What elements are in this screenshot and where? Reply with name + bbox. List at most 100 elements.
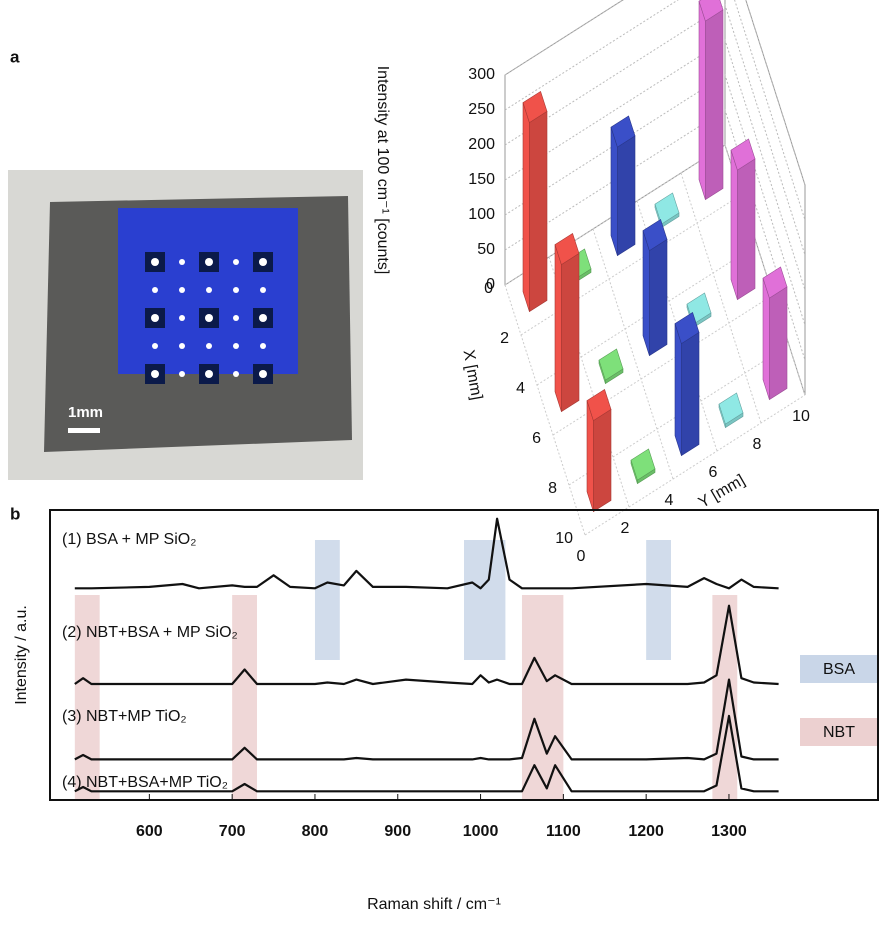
z-tick-label: 300 [468,66,495,83]
panel-label: a [10,47,20,66]
grid-line [584,394,806,536]
spot [205,370,213,378]
bar-top [718,392,744,425]
bar-top [674,311,700,345]
bar-side [698,1,706,200]
grid-line [504,4,806,256]
x-tick-label: 600 [136,823,163,840]
x-tick-label: 900 [384,823,411,840]
spot [179,343,185,349]
spectrum [74,517,779,590]
z-tick-label: 100 [468,206,495,223]
x-tick-label: 800 [302,823,329,840]
bar-top [522,90,548,124]
legend-swatch [800,655,878,683]
x-tick-label: 1000 [463,823,499,840]
series-label: (4) NBT+BSA+MP TiO₂ [62,774,228,791]
spot [179,287,185,293]
spectra-chart: BSA NBT 600 700 800 900 1000 1100 1200 1300 Raman … [13,509,879,913]
bar-top [554,232,580,266]
spot [233,371,239,377]
bar-front [529,110,548,313]
bar-front [681,331,700,457]
spot [259,370,267,378]
spot [151,314,159,322]
bar-top [610,115,636,148]
spectrum [74,714,779,793]
grid-line [568,344,790,486]
bar-top [598,348,624,381]
bar-side [554,244,562,412]
x-axis-label: X [mm] [459,349,485,402]
spot [233,315,239,321]
x-tick-label: 8 [548,480,557,497]
x-tick-label: 700 [219,823,246,840]
bar-side [522,102,530,312]
grid-line [536,244,758,386]
spot [233,343,239,349]
legend-swatch [800,718,878,746]
z-tick-label: 150 [468,171,495,188]
y-axis-label: Intensity / a.u. [13,605,30,705]
y-tick-label: 0 [577,548,586,565]
z-tick-label: 250 [468,101,495,118]
bar-front [593,408,612,513]
highlight-band [74,595,100,800]
y-axis-label: Y [mm] [696,472,748,512]
grid-line [520,194,742,336]
y-tick-label: 6 [709,464,718,481]
spot [206,343,212,349]
bar-top [642,218,668,252]
bar3d-chart: 05010015020025030002468100246810Intensit… [374,0,810,565]
z-tick-label: 50 [477,241,495,258]
spot [233,259,239,265]
bar-top [730,138,756,171]
spot [205,258,213,266]
series-label: (3) NBT+MP TiO₂ [62,708,187,725]
bar-front [705,9,724,201]
spectrum [74,678,779,761]
bar-top [698,0,724,22]
bar-front [561,252,580,413]
bar-front [649,238,668,357]
grid-line [504,39,806,291]
spot [152,343,158,349]
y-tick-label: 2 [621,520,630,537]
spot [152,287,158,293]
bar-side [610,127,618,256]
x-tick-label: 4 [516,380,525,397]
spot [259,258,267,266]
legend-label: BSA [823,661,855,678]
x-axis-label: Raman shift / cm⁻¹ [367,896,501,913]
spot [179,371,185,377]
spot [260,343,266,349]
spot [205,314,213,322]
highlight-band [464,540,506,660]
bar-side [762,278,770,400]
spots [145,252,273,384]
highlight-band [314,540,340,660]
highlight-band [646,540,671,660]
legend-label: NBT [823,724,855,741]
grid-line [552,294,774,436]
series-label: (1) BSA + MP SiO₂ [62,531,196,548]
photo: 1mm [8,170,363,480]
plot-frame [49,509,879,801]
grid-line [504,109,806,361]
z-tick-label: 0 [486,276,495,293]
grid-line [504,74,806,326]
spot [259,314,267,322]
spot [151,370,159,378]
x-tick-label: 1300 [711,823,747,840]
z-tick-label: 200 [468,136,495,153]
spot [151,258,159,266]
y-tick-label: 4 [665,492,674,509]
x-tick-label: 1200 [628,823,664,840]
x-tick-label: 1100 [546,823,581,840]
spot [260,287,266,293]
z-axis-label: Intensity at 100 cm⁻¹ [counts] [374,66,391,275]
bar-top [762,266,788,299]
spot [233,287,239,293]
bar-side [674,323,682,456]
panel-label: b [10,504,20,523]
